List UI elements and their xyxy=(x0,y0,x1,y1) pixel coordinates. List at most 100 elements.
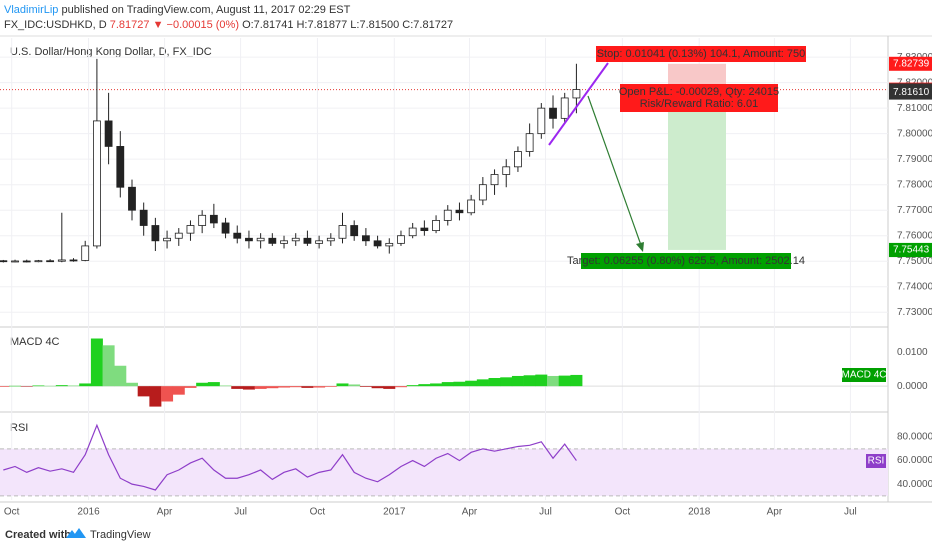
macd-bar xyxy=(32,385,45,387)
macd-bar xyxy=(172,386,185,395)
x-tick-label: Apr xyxy=(462,507,478,518)
rsi-tick-label: 40.0000 xyxy=(897,479,932,490)
macd-bar xyxy=(254,386,267,389)
x-tick-label: Oct xyxy=(4,507,20,518)
x-tick-label: 2018 xyxy=(688,507,711,518)
candle-body xyxy=(338,225,347,239)
macd-bar xyxy=(324,386,337,387)
macd-bar xyxy=(231,386,244,389)
macd-tick-label: 0.0000 xyxy=(897,381,928,392)
macd-bar xyxy=(348,384,361,387)
candle-body xyxy=(408,227,417,237)
arrow-head xyxy=(636,242,644,252)
change: −0.00015 (0%) xyxy=(167,19,239,31)
candle-body xyxy=(245,237,253,242)
macd-bar xyxy=(242,386,255,390)
arrow: ▼ xyxy=(153,19,164,31)
macd-bar xyxy=(371,386,384,389)
pnl-label-box xyxy=(620,84,778,112)
macd-bar xyxy=(441,382,454,387)
y-tick-label: 7.79000 xyxy=(897,154,932,165)
candle-body xyxy=(233,232,242,239)
macd-bar xyxy=(289,386,302,388)
footer-created: Created with xyxy=(5,529,71,541)
macd-bar xyxy=(184,386,197,388)
macd-bar xyxy=(44,385,57,387)
macd-bar xyxy=(79,383,92,387)
candle-body xyxy=(22,260,31,263)
x-tick-label: Jul xyxy=(234,507,247,518)
candle-body xyxy=(455,209,464,214)
author[interactable]: VladimirLip xyxy=(4,4,58,16)
price-tag-label: 7.82739 xyxy=(893,58,930,69)
rsi-line xyxy=(3,423,577,491)
x-tick-label: Jul xyxy=(539,507,552,518)
candle-body xyxy=(174,232,183,239)
x-tick-label: Apr xyxy=(767,507,783,518)
trend-line xyxy=(548,62,609,146)
candle-body xyxy=(81,245,90,261)
footer-brand[interactable]: TradingView xyxy=(90,529,151,541)
price-tag-label: 7.75443 xyxy=(893,245,930,256)
macd-bar xyxy=(523,375,536,387)
candle-body xyxy=(280,240,288,244)
macd-bar xyxy=(102,345,115,387)
candle-body xyxy=(560,97,569,119)
rsi-band xyxy=(0,448,888,496)
candle-body xyxy=(57,259,66,262)
logo xyxy=(66,528,86,538)
rsi-tick-label: 80.0000 xyxy=(897,432,932,443)
stop-label: Stop: 0.01041 (0.13%) 104.1, Amount: 750 xyxy=(597,48,806,60)
macd-bar xyxy=(500,377,513,387)
macd-bar xyxy=(558,375,571,387)
y-tick-label: 7.81000 xyxy=(897,103,932,114)
candle-body xyxy=(46,260,55,263)
y-tick-label: 7.76000 xyxy=(897,230,932,241)
target-zone xyxy=(668,90,726,250)
price-tag xyxy=(889,242,932,257)
macd-bar xyxy=(67,385,80,387)
macd-bar xyxy=(476,379,489,387)
candle-body xyxy=(361,235,370,242)
macd-tag-label: MACD 4C xyxy=(841,370,886,381)
macd-bar xyxy=(0,386,10,387)
y-tick-label: 7.75000 xyxy=(897,256,932,267)
candle-body xyxy=(163,237,171,242)
y-tick-label: 7.73000 xyxy=(897,307,932,318)
price-tag xyxy=(889,85,932,100)
macd-bar xyxy=(547,375,560,387)
candle-body xyxy=(537,107,546,135)
macd-bar xyxy=(465,380,478,387)
candle-body xyxy=(198,214,207,226)
candle-body xyxy=(467,199,476,214)
target-label: Target: 0.06255 (0.80%) 625.5, Amount: 2… xyxy=(567,255,805,267)
candle-body xyxy=(303,237,312,244)
macd-bar xyxy=(266,386,279,389)
candle-body xyxy=(315,240,324,244)
macd-bar xyxy=(114,365,127,387)
macd-tick-label: 0.0100 xyxy=(897,347,928,358)
macd-bar xyxy=(430,383,443,387)
macd-tag xyxy=(842,368,886,382)
macd-bar xyxy=(137,386,150,397)
macd-bar xyxy=(55,385,68,387)
y-tick-label: 7.78000 xyxy=(897,179,932,190)
candle-body xyxy=(0,260,8,263)
candle-body xyxy=(572,89,581,99)
x-tick-label: Apr xyxy=(157,507,173,518)
candle-body xyxy=(116,146,125,188)
candle-body xyxy=(221,222,230,234)
macd-bar xyxy=(20,386,33,387)
pnl-label: Open P&L: -0.00029, Qty: 24015 xyxy=(619,86,779,98)
y-tick-label: 7.74000 xyxy=(897,281,932,292)
stop-label-box xyxy=(596,46,806,62)
header-line-2: FX_IDC:USDHKD, D 7.81727 ▼ −0.00015 (0%)… xyxy=(4,19,453,31)
chart-title: U.S. Dollar/Hong Kong Dollar, D, FX_IDC xyxy=(10,46,212,58)
macd-bar xyxy=(406,385,419,387)
candle-body xyxy=(268,237,277,244)
rsi-tick-label: 60.0000 xyxy=(897,455,932,466)
candle-body xyxy=(373,240,382,247)
price-tag-label: 7.81610 xyxy=(893,87,930,98)
macd-bar xyxy=(383,386,396,389)
candle-body xyxy=(34,260,43,263)
